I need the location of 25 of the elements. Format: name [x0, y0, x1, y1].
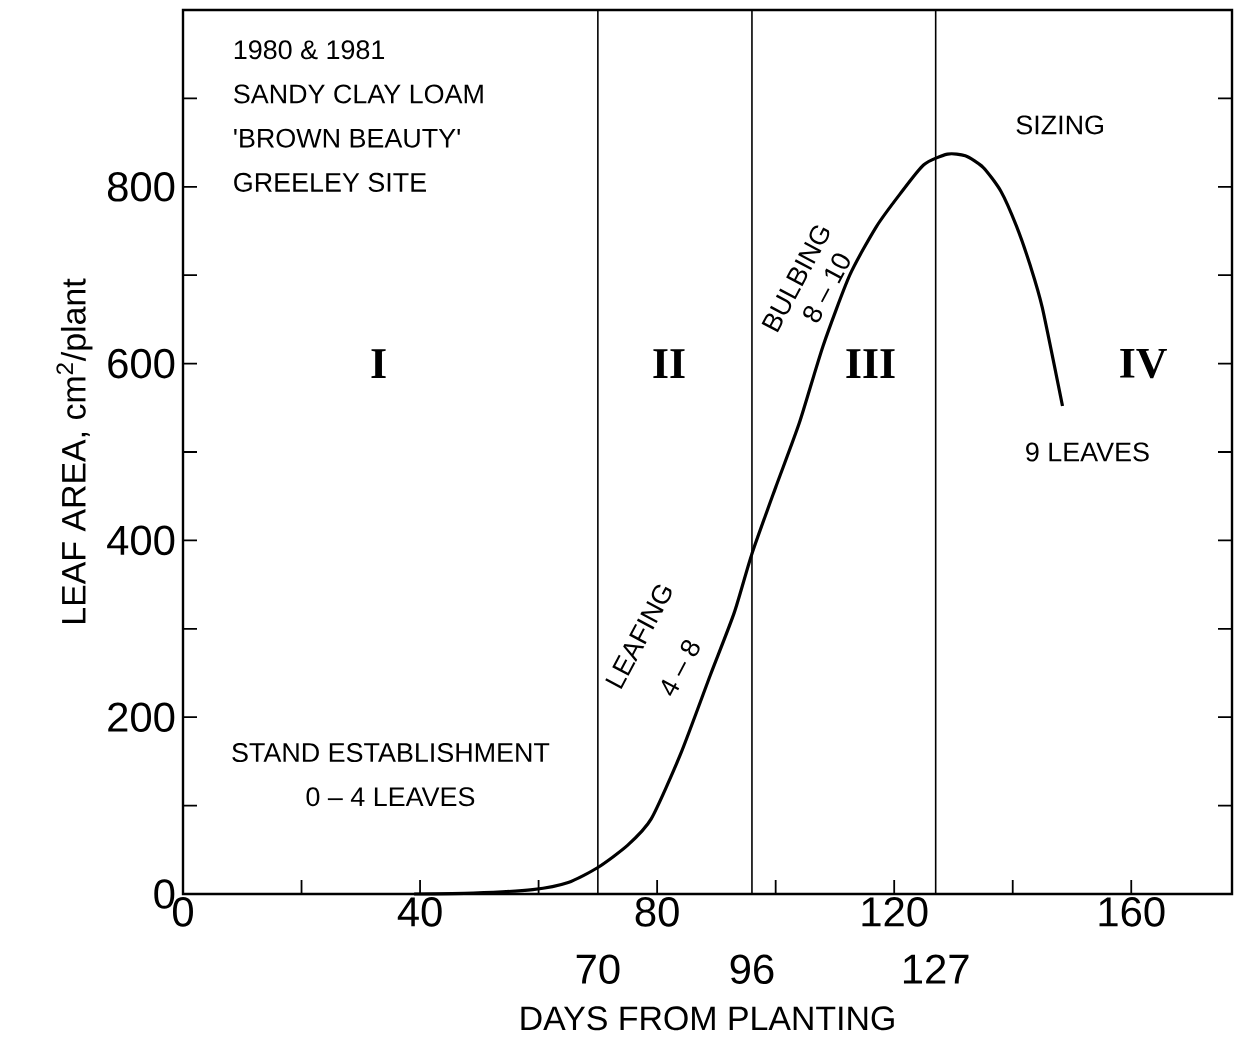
- x-tick-label: 120: [862, 897, 928, 927]
- y-tick-label: 400: [107, 525, 175, 556]
- annotation: II: [653, 349, 685, 378]
- x-axis-title: DAYS FROM PLANTING: [521, 1006, 894, 1031]
- ref-line-label: 96: [730, 954, 774, 985]
- annotation: I: [371, 349, 386, 378]
- y-tick-label: 200: [108, 702, 175, 733]
- annotation: IV: [1120, 348, 1167, 379]
- y-axis-title: LEAF AREA, cm$^{2}$/plant: [56, 278, 93, 623]
- annotation: GREELEY SITE: [234, 172, 426, 192]
- annotation: STAND ESTABLISHMENT: [232, 743, 550, 763]
- annotation: 9 LEAVES: [1026, 442, 1149, 462]
- x-tick-label: 80: [635, 897, 679, 927]
- y-tick-label: 600: [108, 348, 175, 379]
- annotation: III: [846, 349, 895, 378]
- x-tick-label: 160: [1099, 897, 1165, 927]
- y-tick-label: 800: [107, 171, 175, 202]
- x-tick-label: 40: [397, 897, 442, 927]
- annotation: 1980 & 1981: [234, 40, 385, 60]
- annotation: 0 – 4 LEAVES: [306, 787, 475, 807]
- ref-line-label: 127: [903, 954, 969, 984]
- annotation: 'BROWN BEAUTY': [234, 128, 460, 148]
- annotation: SIZING: [1016, 115, 1103, 135]
- ref-line-label: 70: [576, 954, 620, 985]
- annotation: SANDY CLAY LOAM: [234, 84, 483, 104]
